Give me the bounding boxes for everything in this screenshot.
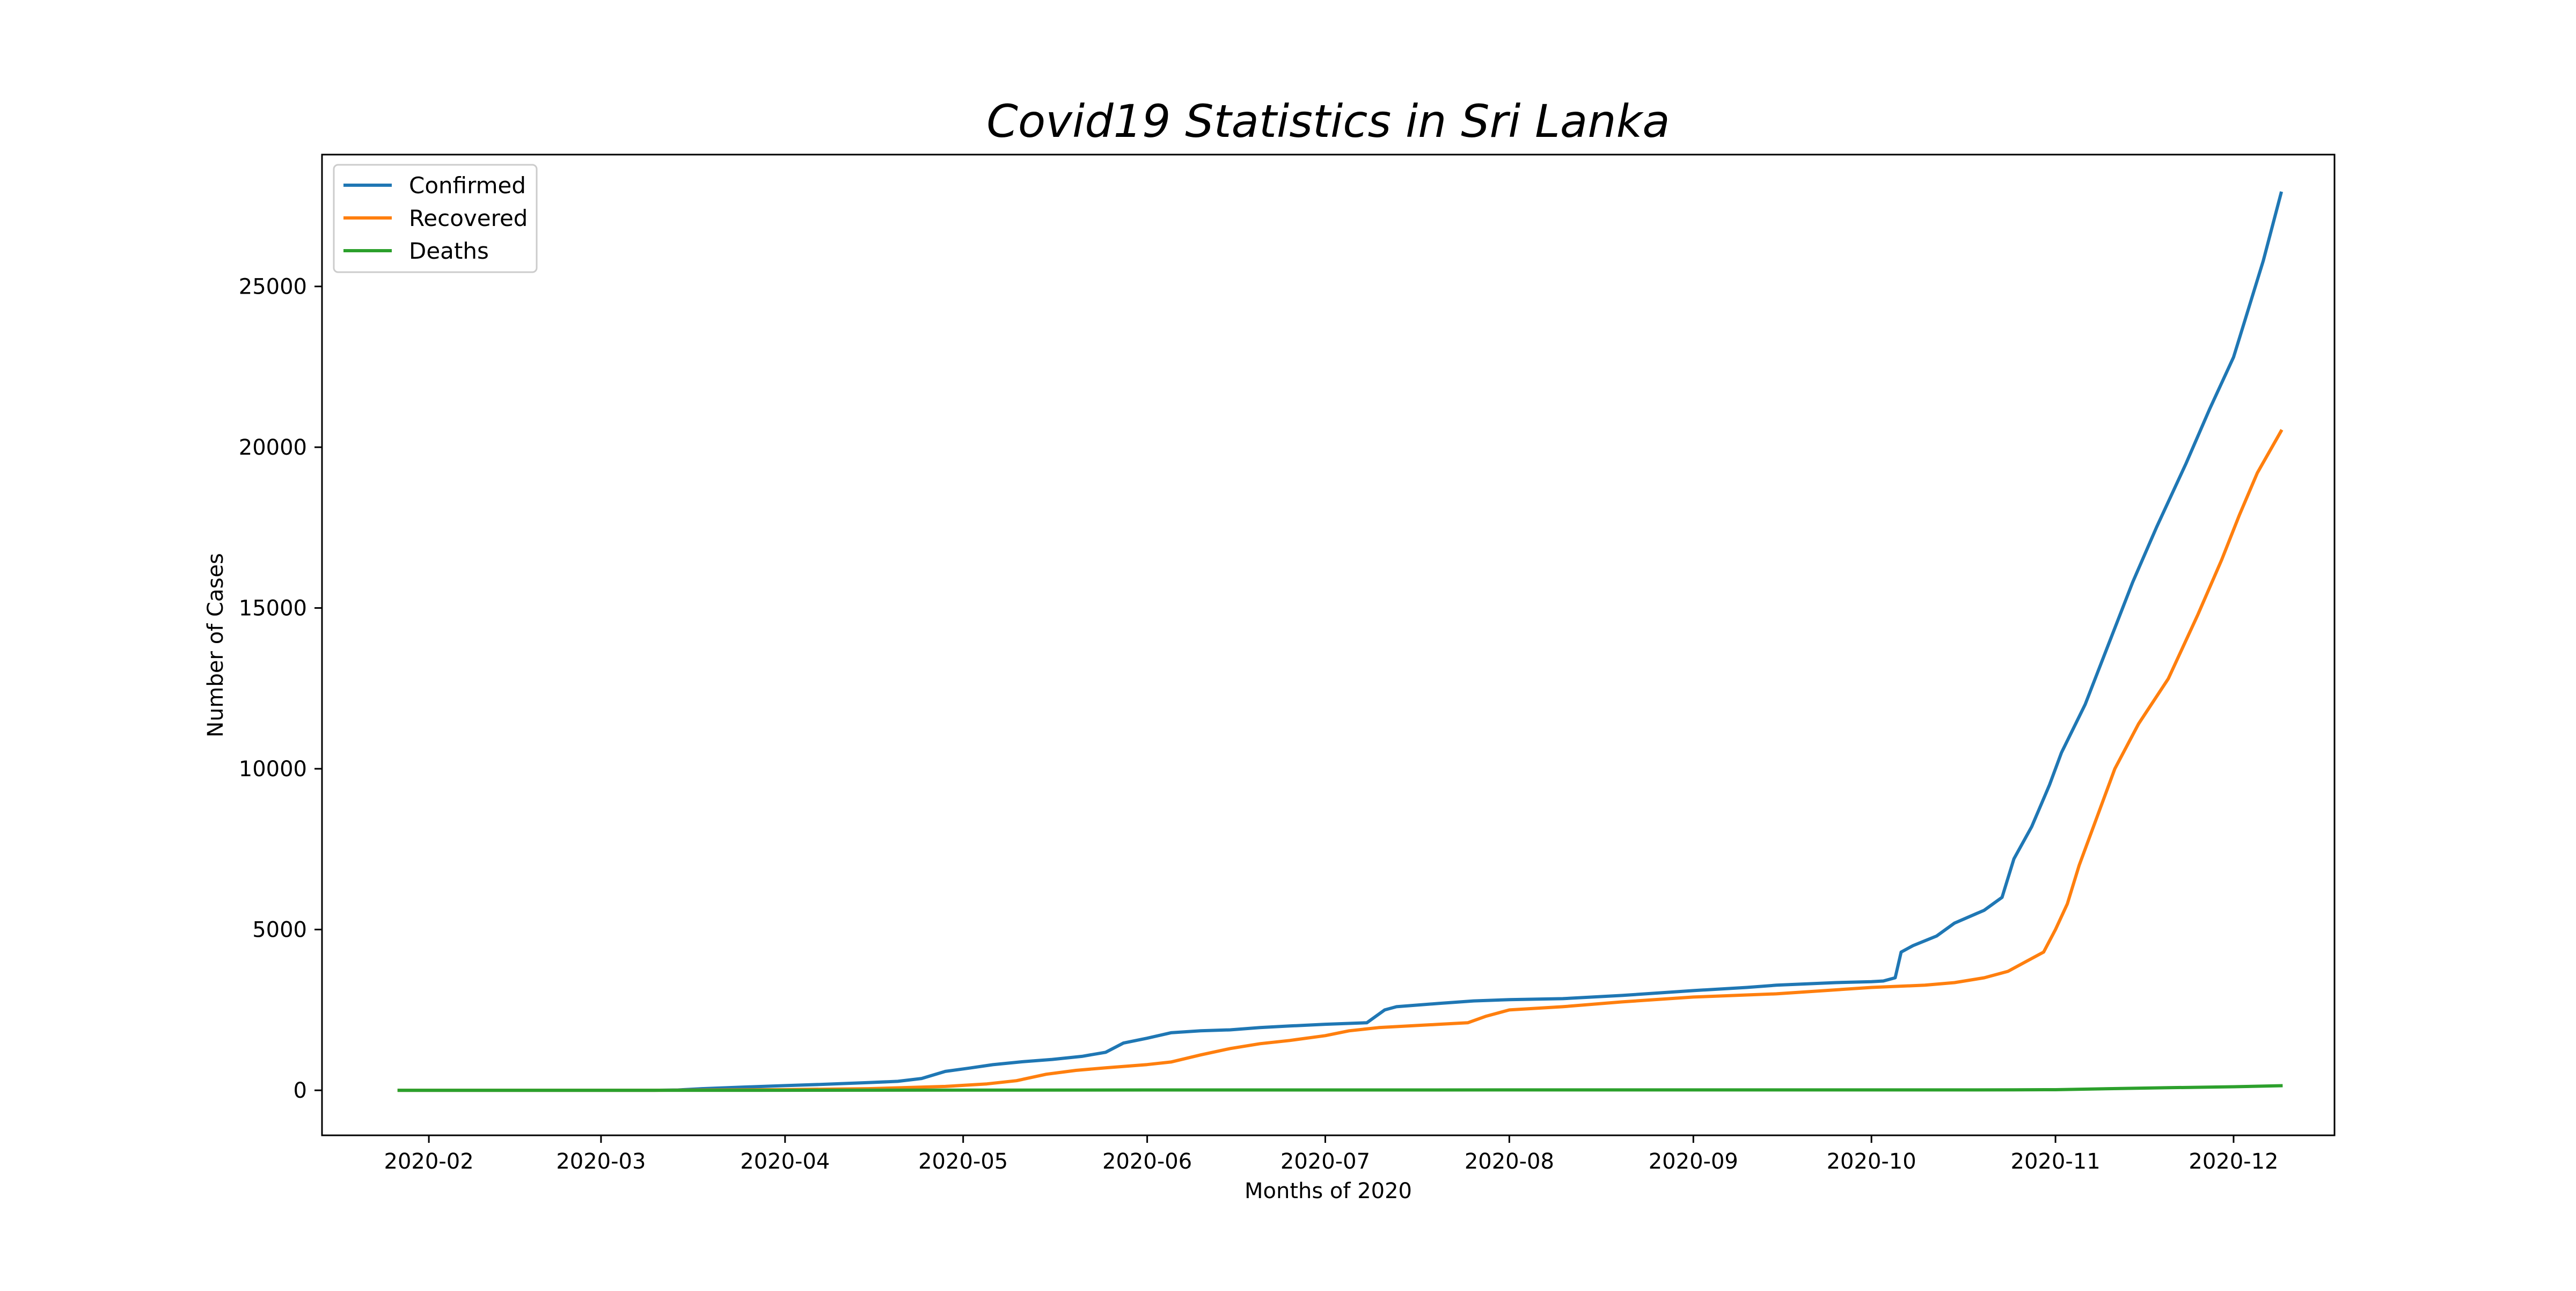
x-tick-label: 2020-08 xyxy=(1465,1149,1554,1174)
x-axis: 2020-02 2020-03 2020-04 2020-05 2020-06 2020-… xyxy=(384,1135,2279,1174)
series-line-confirmed xyxy=(397,191,2284,1092)
series-line-recovered xyxy=(397,429,2284,1092)
y-axis-label: Number of Cases xyxy=(203,553,228,737)
x-tick-label: 2020-12 xyxy=(2189,1149,2278,1174)
y-tick-label: 15000 xyxy=(239,596,307,621)
x-tick-label: 2020-02 xyxy=(384,1149,474,1174)
x-tick-label: 2020-05 xyxy=(918,1149,1008,1174)
x-tick-label: 2020-06 xyxy=(1102,1149,1192,1174)
legend-box xyxy=(333,164,538,273)
legend: Confirmed Recovered Deaths xyxy=(333,164,538,273)
x-tick-label: 2020-04 xyxy=(740,1149,830,1174)
series-line-deaths xyxy=(397,1084,2283,1092)
y-tick-label: 5000 xyxy=(252,918,307,943)
chart-title: Covid19 Statistics in Sri Lanka xyxy=(986,95,1670,148)
x-axis-label: Months of 2020 xyxy=(1245,1179,1412,1204)
legend-label-deaths: Deaths xyxy=(409,238,489,264)
y-tick-label: 20000 xyxy=(239,435,307,460)
y-tick-label: 10000 xyxy=(239,757,307,782)
plot-area-frame xyxy=(321,154,2336,1136)
x-tick-label: 2020-11 xyxy=(2011,1149,2101,1174)
x-tick-label: 2020-03 xyxy=(556,1149,646,1174)
y-tick-label: 25000 xyxy=(239,275,307,300)
x-tick-label: 2020-09 xyxy=(1649,1149,1738,1174)
y-axis: 0 5000 10000 15000 20000 25000 xyxy=(239,275,322,1103)
y-tick-label: 0 xyxy=(294,1078,307,1103)
legend-label-recovered: Recovered xyxy=(409,205,528,231)
legend-label-confirmed: Confirmed xyxy=(409,172,526,199)
series-layer xyxy=(397,191,2284,1092)
x-tick-label: 2020-07 xyxy=(1280,1149,1370,1174)
x-tick-label: 2020-10 xyxy=(1827,1149,1916,1174)
